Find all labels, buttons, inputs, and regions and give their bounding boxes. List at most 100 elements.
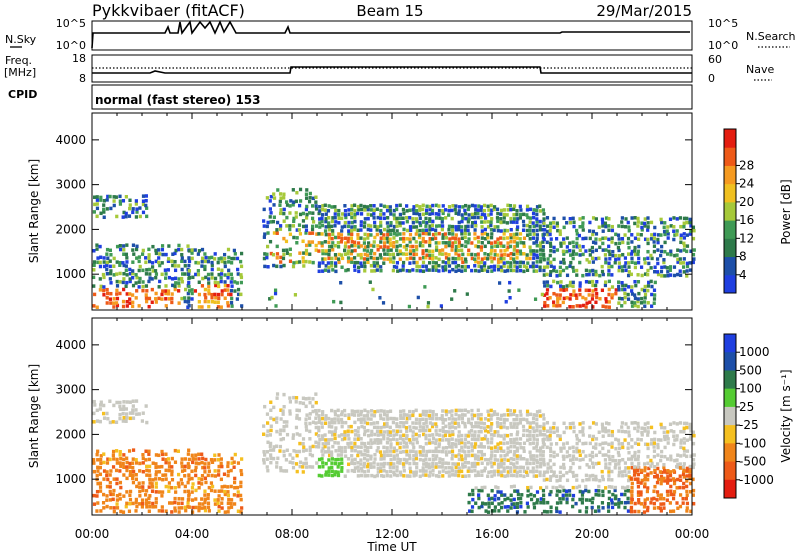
velocity-cell: [324, 441, 328, 446]
velocity-cell: [408, 474, 412, 478]
power-cell: [428, 204, 432, 209]
velocity-cell: [437, 442, 442, 446]
velocity-cell: [391, 437, 396, 441]
power-cell: [607, 265, 611, 269]
power-cell: [561, 249, 565, 254]
power-cell: [562, 216, 566, 221]
power-cell: [483, 231, 487, 236]
power-cell: [424, 231, 429, 236]
velocity-cell: [424, 421, 428, 425]
velocity-cell: [320, 474, 324, 478]
velocity-cell: [653, 474, 657, 479]
velocity-cell: [541, 453, 545, 458]
velocity-cell: [302, 445, 306, 450]
power-cell: [457, 244, 461, 249]
velocity-cell: [509, 484, 514, 489]
velocity-cell: [463, 474, 468, 478]
velocity-cell: [473, 461, 477, 466]
power-cell: [500, 268, 504, 273]
power-cell: [489, 220, 493, 224]
velocity-cell: [356, 461, 360, 465]
power-cell: [538, 244, 542, 248]
power-cell: [528, 256, 532, 261]
velocity-cell: [388, 425, 392, 430]
power-cell: [314, 200, 318, 204]
velocity-cell: [477, 444, 481, 449]
power-cell: [617, 268, 621, 273]
velocity-cell: [598, 442, 602, 447]
power-cell: [194, 260, 198, 265]
power-cell: [379, 216, 383, 220]
velocity-cell: [108, 480, 112, 485]
power-cell: [614, 241, 618, 246]
power-cell: [607, 244, 611, 249]
velocity-cell: [526, 505, 530, 509]
velocity-cell: [685, 449, 690, 453]
power-cell: [630, 285, 634, 289]
velocity-cell: [617, 458, 622, 463]
velocity-cell: [571, 454, 576, 458]
power-cell: [369, 204, 373, 208]
velocity-cell: [304, 457, 308, 461]
velocity-cell: [630, 461, 634, 466]
velocity-cell: [463, 413, 467, 417]
velocity-cell: [176, 472, 181, 477]
power-cell: [636, 249, 641, 254]
velocity-cell: [138, 469, 142, 473]
power-cell: [688, 217, 692, 222]
power-cell: [515, 241, 519, 245]
power-cell: [552, 249, 556, 254]
power-cell: [304, 207, 309, 212]
power-cell: [437, 241, 441, 245]
power-cell: [558, 293, 562, 297]
power-cell: [95, 198, 99, 202]
velocity-cell: [492, 473, 496, 477]
velocity-cell: [226, 493, 231, 498]
velocity-cell: [614, 462, 618, 467]
velocity-cell: [379, 473, 384, 478]
power-cell: [135, 256, 139, 260]
power-cell: [431, 260, 436, 265]
power-cell: [682, 244, 687, 248]
velocity-cell: [399, 429, 403, 434]
power-cell: [637, 291, 641, 296]
velocity-cell: [591, 477, 595, 482]
power-cell: [548, 241, 553, 246]
power-cell: [542, 217, 546, 221]
power-cell: [515, 249, 519, 253]
power-cell: [102, 275, 106, 280]
power-cell: [160, 261, 164, 265]
velocity-cell: [160, 449, 164, 454]
power-cell: [447, 253, 451, 257]
velocity-cell: [284, 458, 288, 462]
velocity-cell: [581, 457, 585, 462]
velocity-cell: [115, 506, 120, 510]
power-cell: [562, 225, 566, 230]
velocity-cell: [187, 464, 191, 469]
power-cell: [122, 263, 126, 268]
power-cell: [115, 303, 120, 308]
power-cell: [333, 205, 337, 209]
velocity-cell: [131, 465, 135, 470]
velocity-cell: [522, 449, 526, 454]
power-cell: [545, 216, 550, 220]
velocity-cell: [170, 510, 174, 514]
power-cell: [578, 225, 582, 229]
velocity-cell: [597, 509, 601, 513]
velocity-cell: [441, 421, 445, 425]
velocity-cell: [180, 497, 185, 501]
power-cell: [581, 252, 585, 257]
power-cell: [109, 206, 113, 211]
power-cell: [405, 237, 409, 241]
velocity-cell: [327, 453, 332, 458]
power-cell: [402, 239, 406, 244]
velocity-cell: [379, 429, 383, 434]
velocity-cell: [578, 465, 582, 470]
power-cell: [682, 257, 686, 261]
velocity-cell: [601, 506, 605, 510]
velocity-cell: [521, 465, 526, 470]
velocity-cell: [220, 464, 224, 469]
power-cell: [174, 248, 178, 253]
power-cell: [499, 212, 503, 216]
power-cell: [585, 272, 589, 277]
